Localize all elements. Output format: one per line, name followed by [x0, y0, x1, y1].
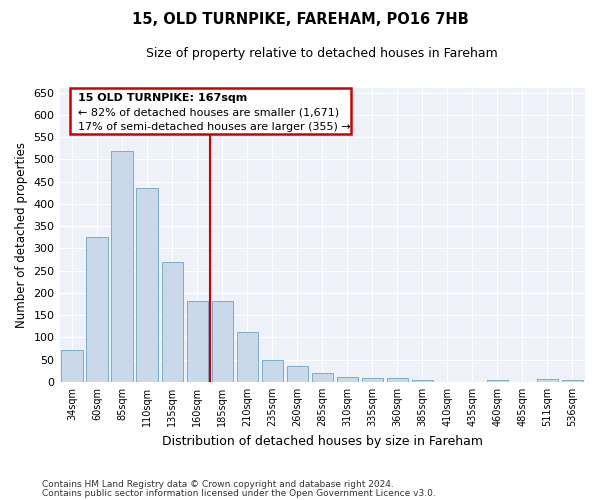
- Text: 17% of semi-detached houses are larger (355) →: 17% of semi-detached houses are larger (…: [78, 122, 350, 132]
- Text: Contains HM Land Registry data © Crown copyright and database right 2024.: Contains HM Land Registry data © Crown c…: [42, 480, 394, 489]
- X-axis label: Distribution of detached houses by size in Fareham: Distribution of detached houses by size …: [162, 434, 483, 448]
- Bar: [487, 380, 508, 382]
- Bar: [187, 301, 208, 382]
- Text: Contains public sector information licensed under the Open Government Licence v3: Contains public sector information licen…: [42, 489, 436, 498]
- Bar: [136, 188, 158, 382]
- Bar: [387, 378, 408, 382]
- Bar: [287, 366, 308, 382]
- Bar: [212, 301, 233, 382]
- Text: ← 82% of detached houses are smaller (1,671): ← 82% of detached houses are smaller (1,…: [78, 108, 339, 118]
- Bar: [262, 360, 283, 382]
- Bar: [86, 237, 108, 382]
- Bar: [362, 378, 383, 382]
- Bar: [236, 332, 258, 382]
- Bar: [112, 152, 133, 382]
- Bar: [412, 380, 433, 382]
- Title: Size of property relative to detached houses in Fareham: Size of property relative to detached ho…: [146, 48, 498, 60]
- Bar: [161, 262, 183, 382]
- Bar: [311, 373, 333, 382]
- Bar: [337, 376, 358, 382]
- Text: 15 OLD TURNPIKE: 167sqm: 15 OLD TURNPIKE: 167sqm: [78, 94, 247, 104]
- Y-axis label: Number of detached properties: Number of detached properties: [15, 142, 28, 328]
- FancyBboxPatch shape: [70, 88, 351, 134]
- Text: 15, OLD TURNPIKE, FAREHAM, PO16 7HB: 15, OLD TURNPIKE, FAREHAM, PO16 7HB: [131, 12, 469, 28]
- Bar: [562, 380, 583, 382]
- Bar: [537, 379, 558, 382]
- Bar: [61, 350, 83, 382]
